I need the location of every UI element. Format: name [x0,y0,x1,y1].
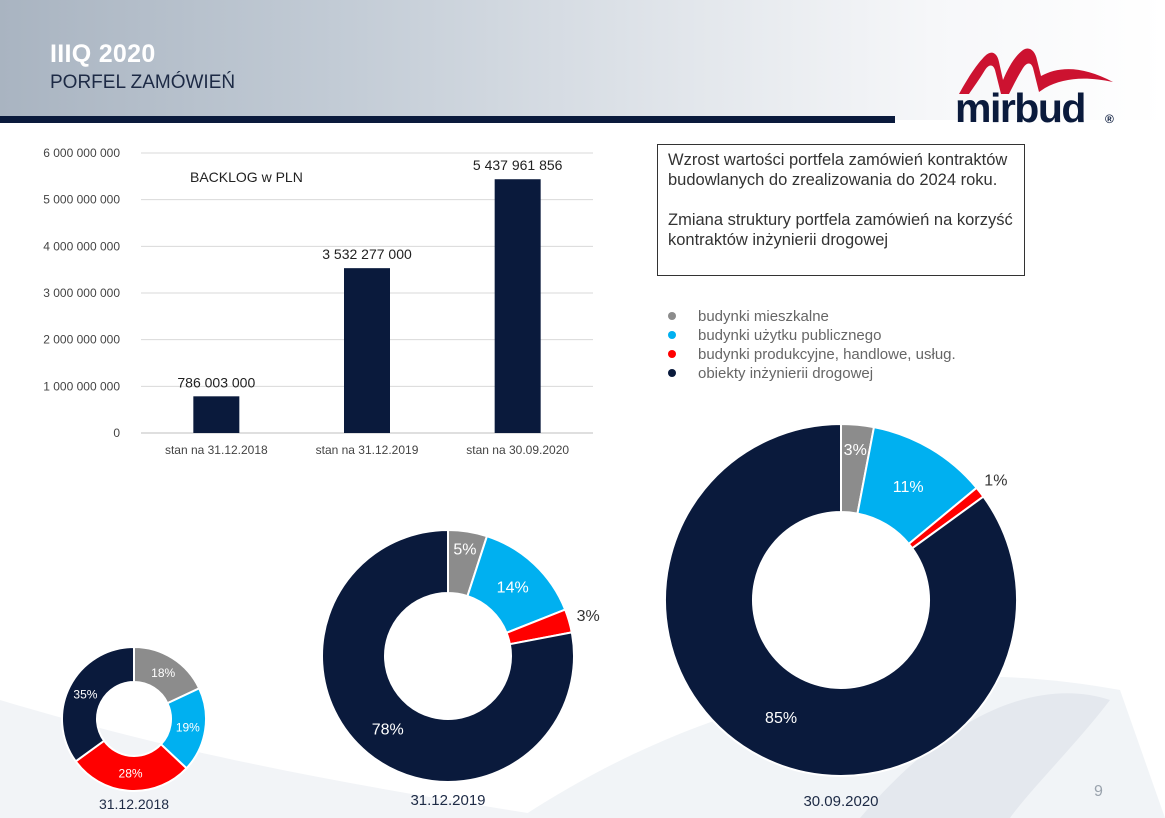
bar-value-label: 5 437 961 856 [473,157,563,173]
y-tick-label: 3 000 000 000 [43,286,120,300]
y-tick-label: 0 [113,426,120,440]
legend-dot-public [668,331,676,339]
legend-dot-commercial [668,350,676,358]
page-title: IIIQ 2020 [50,40,156,68]
donut-value-label: 28% [119,767,143,781]
x-tick-label: stan na 31.12.2019 [316,443,419,457]
logo-swoosh-icon [959,48,1113,94]
donut-value-label: 3% [577,608,600,625]
bar-value-label: 786 003 000 [177,374,255,390]
donut-value-label: 5% [453,542,476,559]
donut-value-label: 1% [984,472,1007,489]
legend-dot-road [668,369,676,377]
header-band [0,0,1165,120]
donut-chart-31-12-2019: 5% 14% 3% 78% 31.12.2019 [321,528,600,809]
legend-item-commercial: budynki produkcyjne, handlowe, usług. [663,345,956,364]
info-paragraph-structure: Zmiana struktury portfela zamówień na ko… [668,211,1013,249]
x-tick-label: stan na 31.12.2018 [165,443,268,457]
y-tick-label: 6 000 000 000 [43,146,120,160]
page-subtitle: PORFEL ZAMÓWIEŃ [50,72,236,93]
legend-item-public: budynki użytku publicznego [663,326,956,345]
donut-slice-obiekty-in-ynierii-drogowej [321,528,575,783]
donut-caption: 31.12.2018 [99,796,169,812]
legend-dot-residential [668,312,676,320]
donut-slice-budynki-produkcyjne-handlowe-us-ug [74,739,188,792]
legend-label-residential: budynki mieszkalne [698,308,829,325]
donut-caption: 31.12.2019 [410,792,485,809]
legend-label-public: budynki użytku publicznego [698,327,882,344]
legend-label-road: obiekty inżynierii drogowej [698,365,874,382]
legend-label-commercial: budynki produkcyjne, handlowe, usług. [698,346,956,363]
donut-value-label: 18% [151,666,175,680]
bar-value-label: 3 532 277 000 [322,246,412,262]
info-box: Wzrost wartości portfela zamówień kontra… [657,144,1025,276]
legend-item-residential: budynki mieszkalne [663,307,956,326]
donut-value-label: 11% [893,479,924,496]
bar-1 [193,396,240,433]
header-divider [0,116,895,123]
bar-chart-title: BACKLOG w PLN [190,169,303,185]
page-number: 9 [1094,783,1103,800]
donut-chart-30-09-2020: 3% 11% 1% 85% 30.09.2020 [664,422,1018,810]
donut-charts: 18% 19% 28% 35% 31.12.2018 5% 14% 3% 78% 31.12.20… [61,422,1018,812]
x-tick-label: stan na 30.09.2020 [466,443,569,457]
y-tick-label: 4 000 000 000 [43,239,120,253]
y-tick-label: 1 000 000 000 [43,379,120,393]
donut-value-label: 3% [844,442,867,459]
y-tick-label: 2 000 000 000 [43,333,120,347]
legend-item-road: obiekty inżynierii drogowej [663,364,956,383]
bar-3 [494,179,541,433]
donut-value-label: 19% [176,721,200,735]
backlog-bar-chart: 0 1 000 000 000 2 000 000 000 3 000 000 000… [43,146,593,457]
donut-value-label: 35% [73,687,97,701]
logo-registered-mark: ® [1105,112,1114,126]
donut-value-label: 14% [497,580,529,597]
pie-legend: budynki mieszkalne budynki użytku public… [663,307,956,383]
bar-2 [344,268,390,433]
info-paragraph-growth: Wzrost wartości portfela zamówień kontra… [668,151,1008,189]
donut-chart-31-12-2018: 18% 19% 28% 35% 31.12.2018 [61,645,207,812]
donut-value-label: 85% [765,710,797,727]
logo-text: mirbud [955,85,1085,128]
y-tick-label: 5 000 000 000 [43,193,120,207]
donut-value-label: 78% [372,721,404,738]
mirbud-logo: mirbud ® [955,48,1114,128]
donut-caption: 30.09.2020 [803,793,878,810]
donut-slice-obiekty-in-ynierii-drogowej [61,645,135,763]
donut-slice-obiekty-in-ynierii-drogowej [664,422,1018,777]
